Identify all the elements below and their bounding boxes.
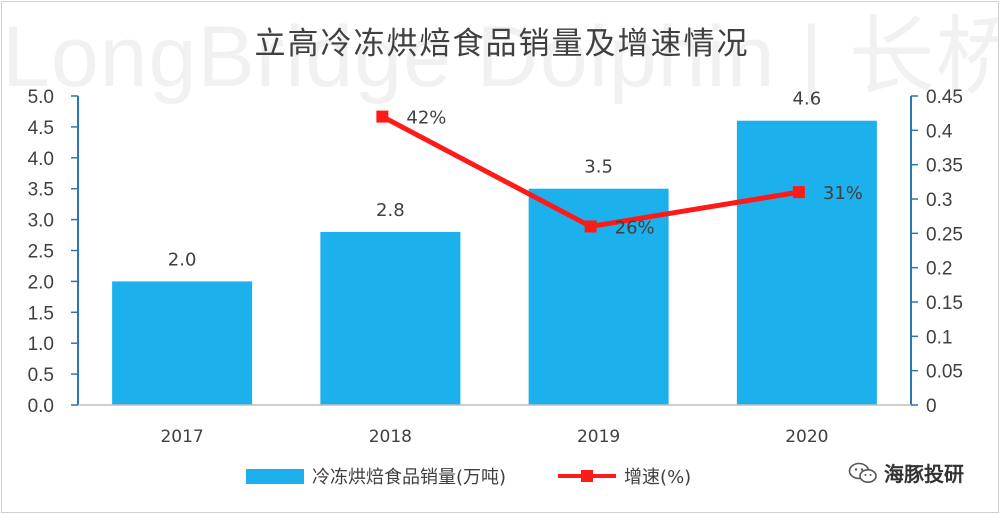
x-tick-label-2020: 2020 bbox=[785, 427, 828, 447]
y-tick-label-left: 3.5 bbox=[28, 180, 54, 201]
bar-2020 bbox=[736, 120, 877, 405]
y-tick-label-left: 3.0 bbox=[28, 211, 54, 232]
y-tick-label-right: 0.4 bbox=[926, 121, 953, 142]
bar-2017 bbox=[112, 281, 253, 405]
growth-marker-2020 bbox=[792, 186, 805, 199]
y-tick-label-right: 0.1 bbox=[926, 327, 952, 348]
y-tick-label-left: 4.5 bbox=[28, 118, 54, 139]
legend-swatch-bar bbox=[246, 468, 304, 484]
brand-text: 海豚投研 bbox=[884, 462, 964, 486]
y-tick-label-right: 0.35 bbox=[926, 156, 963, 177]
bar-label-2020: 4.6 bbox=[793, 89, 822, 110]
legend: 冷冻烘焙食品销量(万吨) 增速(%) bbox=[246, 461, 691, 491]
x-tick-label-2017: 2017 bbox=[160, 427, 203, 447]
growth-label-2019: 26% bbox=[615, 217, 655, 238]
y-tick-label-right: 0.2 bbox=[926, 259, 952, 280]
y-tick-label-left: 1.5 bbox=[28, 303, 54, 324]
legend-swatch-line bbox=[558, 468, 617, 484]
y-tick-label-left: 2.0 bbox=[28, 272, 54, 293]
y-tick-label-right: 0.15 bbox=[926, 293, 963, 314]
y-tick-label-right: 0 bbox=[926, 396, 937, 417]
watermark: LongBridge Dolphin | 长桥海豚投研 bbox=[2, 9, 998, 105]
growth-label-2018: 42% bbox=[406, 108, 446, 129]
y-tick-label-left: 0.0 bbox=[28, 396, 54, 417]
growth-marker-2019 bbox=[584, 220, 597, 233]
brand-label: 海豚投研 bbox=[848, 458, 964, 487]
growth-marker-2018 bbox=[376, 110, 389, 123]
chart-title: 立高冷冻烘焙食品销量及增速情况 bbox=[254, 26, 750, 62]
y-tick-label-right: 0.05 bbox=[926, 362, 963, 383]
growth-label-2020: 31% bbox=[823, 183, 863, 204]
y-tick-label-right: 0.45 bbox=[926, 87, 963, 108]
y-tick-label-right: 0.3 bbox=[926, 190, 952, 211]
wechat-icon bbox=[848, 462, 877, 483]
legend-label-growth: 增速(%) bbox=[624, 467, 692, 488]
legend-item-sales: 冷冻烘焙食品销量(万吨) bbox=[246, 463, 506, 489]
y-tick-label-right: 0.25 bbox=[926, 224, 963, 245]
legend-label-sales: 冷冻烘焙食品销量(万吨) bbox=[312, 467, 507, 488]
y-tick-label-left: 4.0 bbox=[28, 149, 54, 170]
bar-label-2019: 3.5 bbox=[584, 157, 613, 178]
bar-label-2017: 2.0 bbox=[168, 249, 197, 270]
y-tick-label-left: 2.5 bbox=[28, 242, 54, 263]
x-tick-label-2019: 2019 bbox=[577, 427, 620, 447]
y-tick-label-left: 1.0 bbox=[28, 334, 54, 355]
legend-item-growth: 增速(%) bbox=[558, 463, 691, 489]
y-tick-label-left: 0.5 bbox=[28, 365, 54, 386]
y-tick-label-left: 5.0 bbox=[28, 87, 54, 108]
bar-2018 bbox=[320, 231, 461, 405]
x-tick-label-2018: 2018 bbox=[369, 427, 412, 447]
bar-label-2018: 2.8 bbox=[376, 200, 405, 221]
